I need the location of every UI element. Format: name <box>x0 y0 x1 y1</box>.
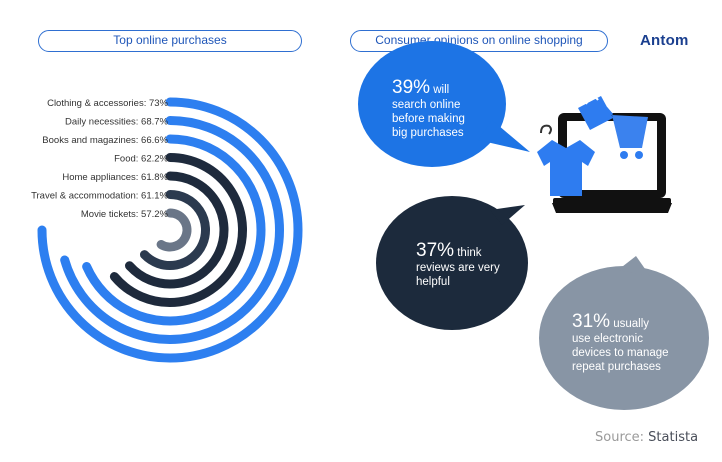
bubble-31-text: 31% usually use electronic devices to ma… <box>572 312 669 374</box>
laptop-shopping-icon <box>537 95 672 213</box>
radial-bar-movie-tickets <box>156 208 192 252</box>
radial-bar-clothing-accessories <box>37 97 303 363</box>
bubble-31-line-2: use electronic <box>572 333 643 345</box>
bubble-31-line-3: devices to manage <box>572 347 669 359</box>
bubble-37-percent: 37% <box>416 240 455 261</box>
radial-label-home-appliances: Home appliances: 61.8% <box>62 172 168 183</box>
radial-label-food: Food: 62.2% <box>114 154 168 165</box>
radial-label-books-and-magazines: Books and magazines: 66.6% <box>42 135 168 146</box>
bubble-39-percent: 39% <box>392 77 431 98</box>
bubble-37-line-1: think <box>457 247 482 259</box>
radial-label-daily-necessities: Daily necessities: 68.7% <box>65 117 169 128</box>
source-prefix: Source: <box>595 430 645 445</box>
radial-bar-travel-accommodation <box>139 190 210 270</box>
bubble-31-line-1: usually <box>613 318 650 330</box>
bubble-37-line-3: helpful <box>416 276 450 288</box>
radial-bar-home-appliances <box>125 171 229 289</box>
source-name: Statista <box>648 430 699 445</box>
antom-logo: Antom <box>640 32 689 49</box>
bubble-37 <box>376 196 528 330</box>
bubble-31-percent: 31% <box>572 311 611 332</box>
radial-label-travel-accommodation: Travel & accommodation: 61.1% <box>31 191 168 202</box>
bubble-39-line-2: search online <box>392 99 461 111</box>
source-credit: Source: Statista <box>595 430 698 445</box>
bubble-31 <box>539 256 709 410</box>
bubble-39-line-3: before making <box>392 113 465 125</box>
bubble-31-line-4: repeat purchases <box>572 361 661 373</box>
bubble-39-line-4: big purchases <box>392 127 464 139</box>
bubble-39-line-1: will <box>433 84 450 96</box>
radial-label-clothing-accessories: Clothing & accessories: 73% <box>47 98 168 109</box>
radial-bar-books-and-magazines <box>82 134 266 326</box>
radial-bar-daily-necessities <box>60 116 284 344</box>
bubble-39 <box>358 41 530 167</box>
radial-bar-food <box>109 153 247 307</box>
bubble-39-text: 39% will search online before making big… <box>392 78 465 140</box>
header-top-online-purchases: Top online purchases <box>38 30 302 52</box>
bubble-37-line-2: reviews are very <box>416 262 500 274</box>
radial-label-movie-tickets: Movie tickets: 57.2% <box>81 209 169 220</box>
bubble-37-text: 37% think reviews are very helpful <box>416 241 500 289</box>
brand-logo-text: Antom <box>640 32 689 49</box>
